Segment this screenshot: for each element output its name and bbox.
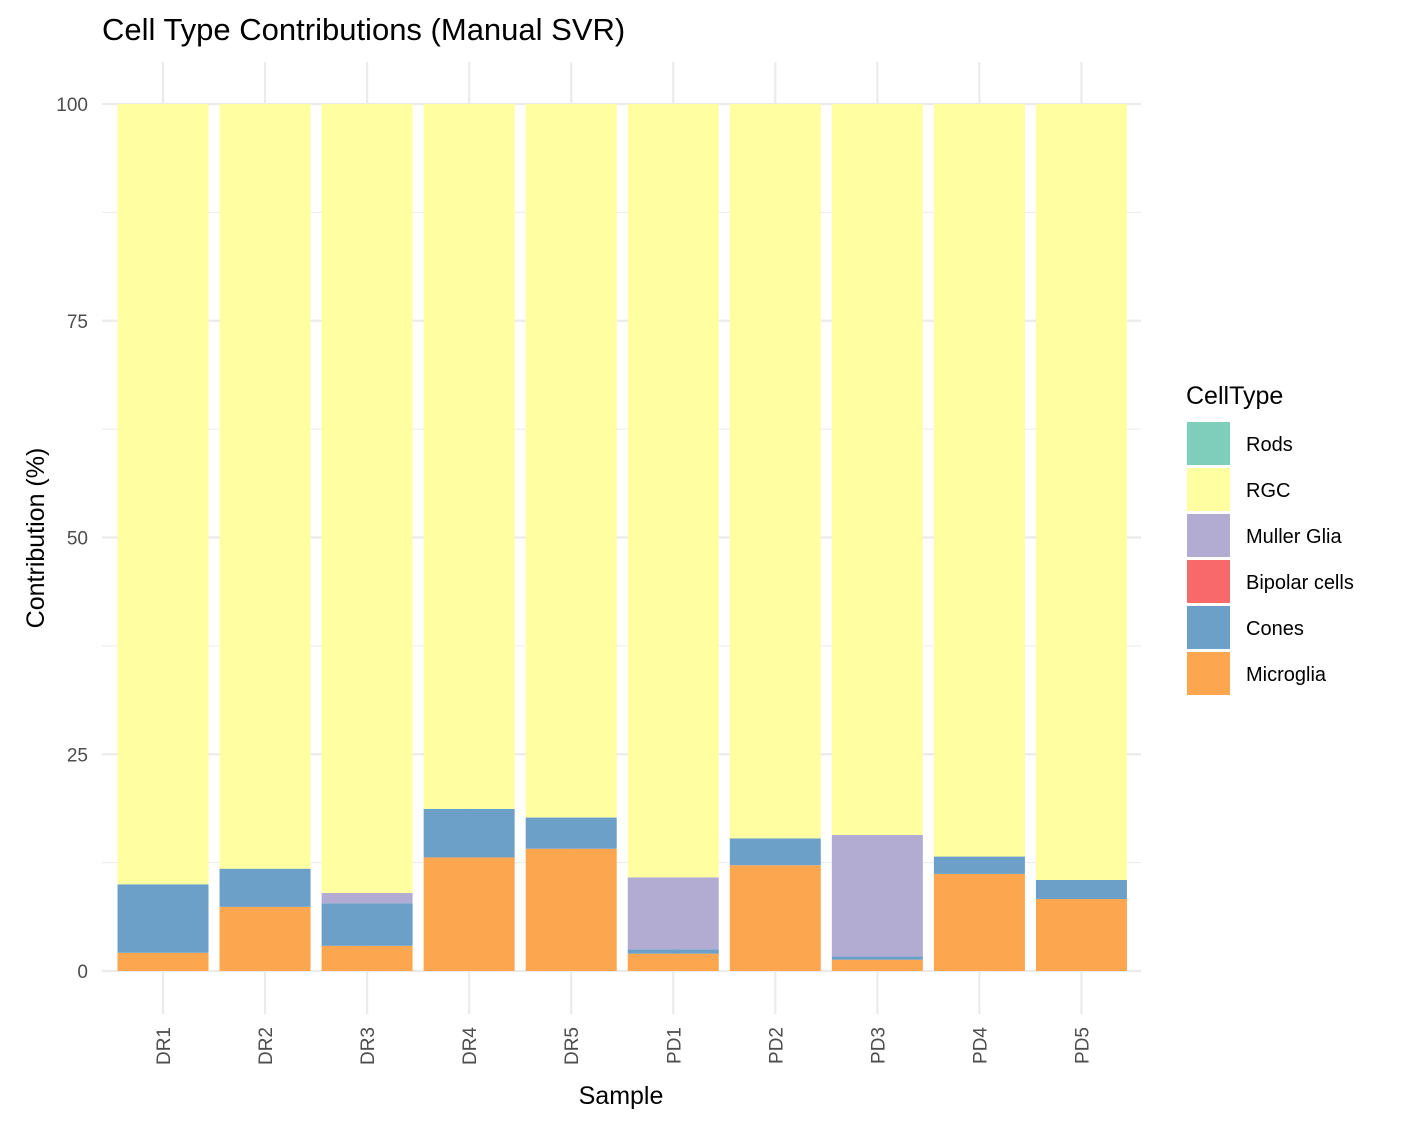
x-tick-label: DR4 bbox=[460, 1027, 481, 1065]
bar-segment-dr3-rgc bbox=[321, 104, 413, 893]
bar-segment-pd3-microglia bbox=[831, 959, 923, 971]
bar-segment-pd3-cones bbox=[831, 956, 923, 960]
bar-segment-dr3-muller-glia bbox=[321, 892, 413, 904]
legend-label: Bipolar cells bbox=[1246, 572, 1354, 594]
bar-segment-dr4-cones bbox=[423, 808, 515, 858]
x-axis-title: Sample bbox=[579, 1082, 664, 1110]
bar-segment-pd2-rgc bbox=[729, 104, 821, 839]
y-axis-title: Contribution (%) bbox=[22, 448, 50, 629]
legend: CellType Rods RGC Muller Glia Bipolar cells… bbox=[1186, 382, 1354, 695]
bar-segment-pd2-cones bbox=[729, 838, 821, 866]
legend-label: Rods bbox=[1246, 434, 1293, 456]
bar-segment-dr5-rgc bbox=[525, 104, 617, 818]
chart-title: Cell Type Contributions (Manual SVR) bbox=[102, 12, 625, 47]
bar-segment-dr2-microglia bbox=[219, 906, 311, 971]
bar-segment-dr5-microglia bbox=[525, 848, 617, 971]
legend-title: CellType bbox=[1186, 382, 1283, 410]
legend-swatch bbox=[1187, 652, 1230, 695]
x-tick-label: DR2 bbox=[256, 1027, 277, 1065]
bar-segment-pd1-cones bbox=[627, 949, 719, 954]
legend-swatch bbox=[1187, 514, 1230, 557]
legend-swatch bbox=[1187, 422, 1230, 465]
bar-segment-pd1-muller-glia bbox=[627, 877, 719, 950]
bar-segment-pd1-rgc bbox=[627, 104, 719, 878]
legend-swatch bbox=[1187, 560, 1230, 603]
x-tick-label: DR5 bbox=[562, 1027, 583, 1065]
legend-label: Microglia bbox=[1246, 664, 1327, 686]
x-tick-label: PD1 bbox=[664, 1027, 685, 1064]
legend-label: Muller Glia bbox=[1246, 526, 1342, 548]
bar-segment-pd4-cones bbox=[933, 856, 1025, 874]
bar-segment-pd5-rgc bbox=[1035, 104, 1127, 880]
bar-segment-dr4-rgc bbox=[423, 104, 515, 809]
legend-swatch bbox=[1187, 606, 1230, 649]
bar-segment-pd5-microglia bbox=[1035, 899, 1127, 971]
x-tick-label: PD5 bbox=[1072, 1027, 1093, 1064]
x-axis-ticks: DR1 DR2 DR3 DR4 DR5 PD1 PD2 PD3 PD4 PD5 bbox=[154, 1027, 1093, 1065]
bar-segment-pd3-rgc bbox=[831, 104, 923, 835]
legend-label: RGC bbox=[1246, 480, 1290, 502]
bar-segment-dr3-cones bbox=[321, 903, 413, 946]
bar-segment-dr5-cones bbox=[525, 817, 617, 849]
bar-segment-pd1-microglia bbox=[627, 953, 719, 971]
y-tick-label: 100 bbox=[56, 95, 88, 116]
bar-stacks bbox=[117, 104, 1127, 971]
bar-segment-pd4-microglia bbox=[933, 873, 1025, 971]
bar-segment-pd3-muller-glia bbox=[831, 834, 923, 957]
y-axis-ticks: 0 25 50 75 100 bbox=[56, 95, 88, 983]
bar-segment-dr1-rgc bbox=[117, 104, 209, 885]
x-tick-label: PD3 bbox=[868, 1027, 889, 1064]
y-tick-label: 0 bbox=[77, 962, 88, 983]
legend-swatch bbox=[1187, 468, 1230, 511]
bar-segment-pd2-microglia bbox=[729, 865, 821, 971]
y-tick-label: 75 bbox=[67, 312, 88, 333]
bar-segment-dr4-microglia bbox=[423, 857, 515, 971]
bar-segment-dr3-microglia bbox=[321, 945, 413, 971]
x-tick-label: PD2 bbox=[766, 1027, 787, 1064]
y-tick-label: 25 bbox=[67, 745, 88, 766]
y-tick-label: 50 bbox=[67, 529, 88, 550]
bar-segment-pd4-rgc bbox=[933, 104, 1025, 857]
x-tick-label: DR1 bbox=[154, 1027, 175, 1065]
bar-segment-pd5-cones bbox=[1035, 879, 1127, 900]
x-tick-label: PD4 bbox=[970, 1027, 991, 1064]
bar-segment-dr2-cones bbox=[219, 868, 311, 907]
bar-segment-dr2-rgc bbox=[219, 104, 311, 869]
x-tick-label: DR3 bbox=[358, 1027, 379, 1065]
bar-segment-dr1-cones bbox=[117, 884, 209, 953]
bar-segment-dr1-microglia bbox=[117, 952, 209, 971]
legend-label: Cones bbox=[1246, 618, 1304, 640]
